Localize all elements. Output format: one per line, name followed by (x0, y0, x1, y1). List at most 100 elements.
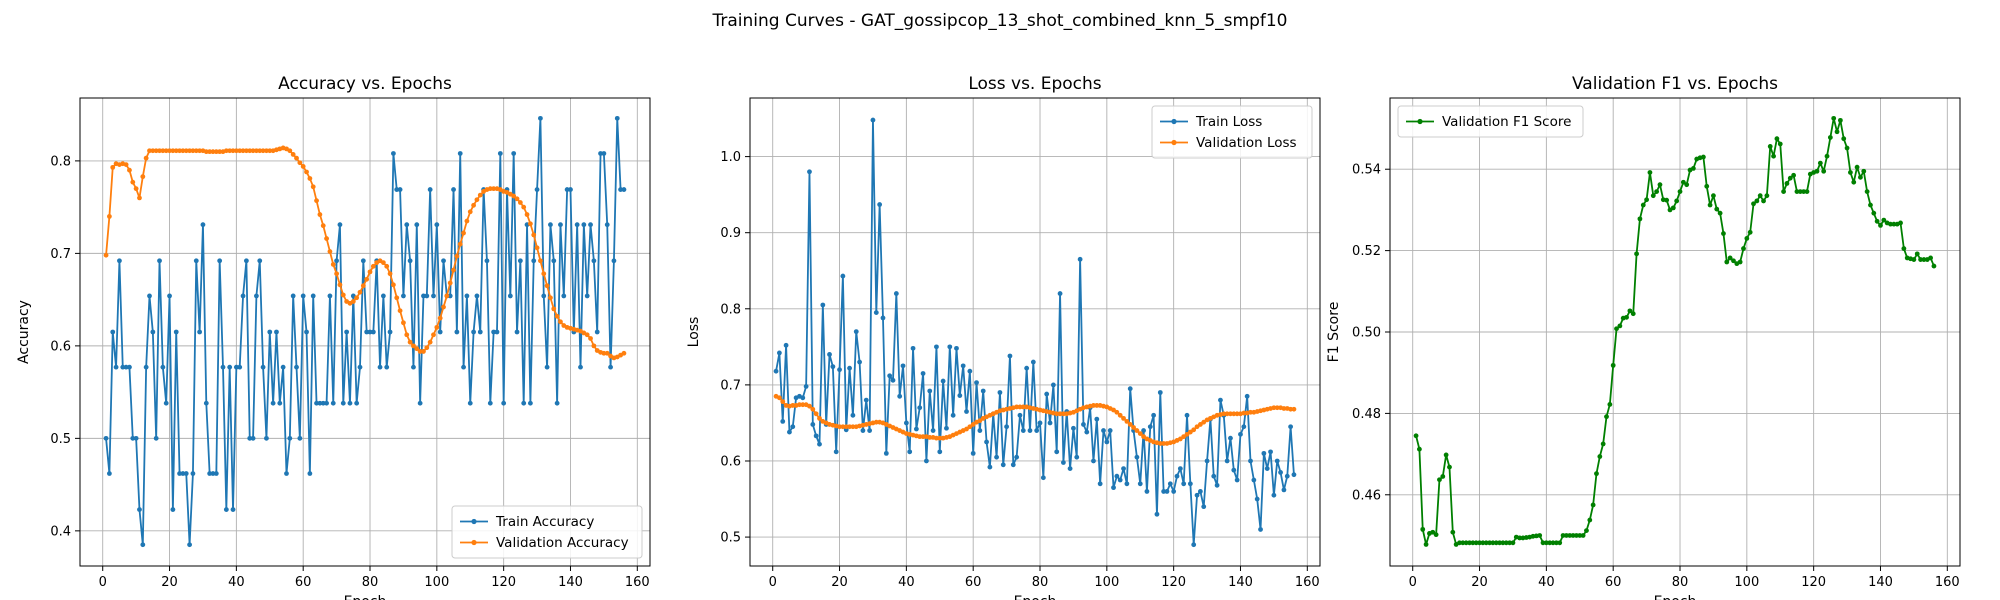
data-point (1417, 446, 1422, 452)
data-point (260, 364, 266, 370)
data-point (431, 293, 436, 299)
y-axis-label: Accuracy (16, 300, 32, 364)
data-point (247, 435, 253, 441)
data-point (127, 167, 132, 173)
data-point (354, 400, 360, 406)
data-point (1057, 411, 1063, 417)
data-point (264, 435, 269, 441)
chart-panel-2: 0 20 40 60 80 100 120 140 160 0.5 0.6 0.7 0.8 0.9 1.0 L… (686, 74, 1321, 600)
data-point (568, 187, 573, 192)
data-point (387, 271, 393, 277)
axes-frame (749, 97, 1321, 567)
data-point (250, 435, 256, 441)
data-point (524, 212, 530, 217)
data-point (1241, 424, 1247, 430)
data-point (1450, 529, 1456, 535)
data-point (1274, 458, 1280, 464)
data-point (783, 342, 789, 348)
data-point (780, 419, 786, 424)
data-point (457, 151, 463, 156)
data-point (180, 471, 186, 476)
data-point (554, 400, 560, 406)
legend-swatch-marker (1171, 139, 1177, 146)
data-point (314, 198, 319, 204)
data-point (1831, 115, 1837, 121)
data-point (1650, 193, 1656, 199)
data-point (1443, 452, 1449, 458)
data-point (487, 186, 493, 192)
data-point (324, 236, 329, 241)
data-point (1577, 533, 1583, 538)
data-point (1617, 323, 1623, 329)
data-point (1007, 353, 1013, 359)
series-2 (773, 393, 1297, 446)
data-point (193, 258, 199, 264)
data-point (384, 263, 390, 269)
data-point (893, 291, 899, 296)
data-point (780, 399, 786, 405)
data-point (340, 292, 346, 298)
data-point (853, 329, 859, 335)
data-point (1797, 189, 1803, 195)
data-point (817, 415, 822, 421)
data-point (837, 424, 842, 430)
data-point (347, 400, 353, 406)
y-tick-label: 0.4 (50, 524, 71, 539)
data-point (1557, 540, 1563, 546)
data-point (107, 471, 112, 476)
data-point (1871, 210, 1877, 216)
data-point (618, 187, 623, 192)
x-tick-label: 100 (1734, 575, 1759, 590)
data-point (1274, 405, 1280, 411)
data-point (197, 148, 203, 154)
data-point (773, 368, 779, 374)
legend-label: Train Loss (1195, 114, 1262, 130)
data-point (117, 258, 122, 264)
data-point (800, 395, 806, 401)
data-point (807, 403, 812, 409)
data-point (364, 329, 370, 335)
data-point (1214, 482, 1220, 488)
data-point (1024, 365, 1030, 371)
data-point (1094, 403, 1100, 408)
data-point (1473, 540, 1479, 546)
data-point (1637, 216, 1643, 222)
data-point (217, 258, 223, 264)
x-tick-label: 80 (1672, 575, 1689, 590)
data-point (777, 395, 782, 401)
data-point (1017, 404, 1023, 410)
data-point (1194, 492, 1200, 498)
data-point (157, 258, 162, 264)
data-point (451, 267, 456, 273)
data-point (360, 258, 366, 264)
data-point (1898, 220, 1903, 226)
data-point (317, 212, 323, 217)
data-point (930, 428, 936, 433)
legend-label: Validation F1 Score (1442, 114, 1571, 130)
data-point (103, 252, 109, 258)
x-tick-label: 160 (625, 575, 650, 590)
data-point (1251, 477, 1257, 483)
data-point (1483, 540, 1489, 546)
x-tick-label: 40 (228, 575, 245, 590)
x-tick-label: 100 (424, 575, 449, 590)
data-point (850, 412, 856, 418)
data-point (1851, 179, 1857, 185)
data-point (1268, 449, 1273, 455)
data-point (1010, 462, 1016, 468)
data-point (237, 364, 243, 370)
y-tick-label: 0.8 (720, 302, 741, 317)
data-point (120, 364, 126, 370)
x-axis-label: Epoch (1654, 594, 1697, 600)
x-tick-label: 160 (1295, 575, 1320, 590)
data-point (1630, 311, 1636, 317)
data-point (827, 352, 832, 357)
y-tick-label: 0.9 (720, 226, 741, 241)
data-point (1191, 427, 1197, 433)
data-point (1854, 164, 1860, 170)
data-point (441, 304, 446, 310)
data-point (1744, 236, 1750, 241)
data-point (187, 542, 192, 548)
data-point (1487, 540, 1492, 546)
data-point (1161, 489, 1167, 494)
